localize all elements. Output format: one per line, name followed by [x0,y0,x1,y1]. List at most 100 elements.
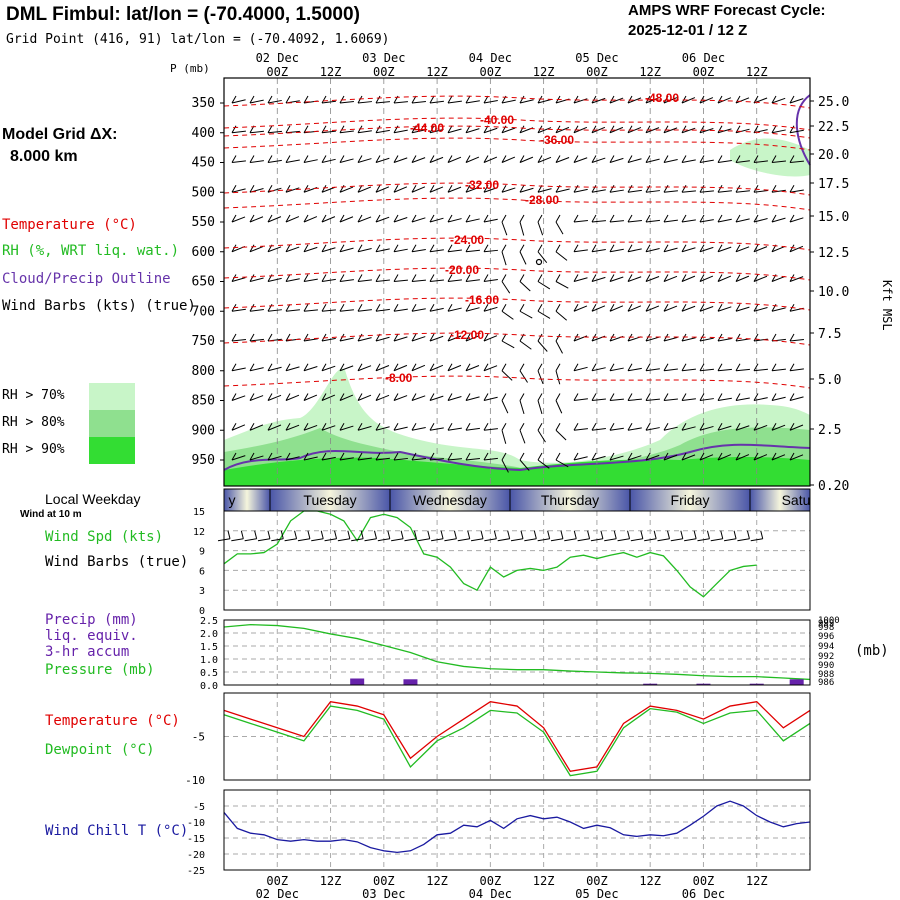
wind-barb-flag [501,185,507,193]
wind-barb-flag [735,274,741,282]
wind-barb [681,97,696,104]
legend-wind: Wind Barbs (kts) (true) [2,298,196,314]
wind-barb [411,157,426,163]
wind-barb [429,156,444,163]
wind-barb-flag [393,304,399,312]
wind-barb [645,427,660,431]
wind-barb [267,99,282,104]
wind-barb [645,454,660,461]
wind-barb [681,454,696,461]
top-time-tick-label: 00Z [693,65,715,79]
wind-barb-flag [447,363,453,371]
wind-barb-flag [537,333,543,342]
wind-barb [465,457,480,461]
wind-barb-flag [465,155,471,163]
wind-barb-flag [753,214,759,223]
wind-barb [321,425,336,431]
wind-barb [285,424,300,431]
wind-barb-flag [591,452,597,461]
wind-barb-flag [753,95,759,104]
kft-label: Kft MSL [880,280,894,331]
wind-barb [339,100,354,104]
wind-barb-flag [627,423,633,431]
pressure-tick-label: 800 [192,364,215,379]
wind-barb-flag [681,244,687,252]
wind-barb-flag [699,452,705,461]
surface-wind-barb-flag [760,530,764,539]
wind-barb [303,246,318,253]
wind-barb [411,336,426,342]
pressure-ytick-label: 988 [818,670,834,680]
pressure-tick-label: 350 [192,96,215,111]
model-grid-label: Model Grid ΔX: [2,126,118,143]
wind-barb-flag [411,185,417,193]
wind-barb [753,246,768,253]
precip-ytick-label: 0.0 [200,681,218,692]
wind-barb-flag [429,125,435,133]
wind-barb-flag [735,244,741,252]
bottom-date-label: 06 Dec [682,887,725,900]
wind-barb [393,457,408,461]
wind-barb-flag [681,95,687,104]
wind-barb [717,368,732,372]
wind-barb-flag [663,423,669,431]
wind-barb-flag [285,452,291,461]
wind-barb [771,189,786,193]
wind-barb [717,454,732,461]
wind-barb [699,190,714,193]
wind-barb-flag [321,452,327,461]
wind-barb [645,336,660,342]
wind-barb-flag [285,95,291,104]
wind-barb-flag [285,274,291,282]
wind-barb [483,218,498,223]
wind-barb [447,279,462,282]
wind-barb [609,427,624,431]
temp-ytick-label: -5 [192,731,205,744]
wind-barb-flag [375,274,381,282]
precip-ytick-label: 0.5 [200,668,218,679]
surface-wind-barb [657,538,670,542]
top-time-tick-label: 00Z [480,65,502,79]
surface-wind-barb-flag [267,530,271,539]
wind-barb-flag [483,274,489,282]
wind-barb-flag [303,125,309,133]
wind-barb [465,427,480,431]
wind-barb-flag [483,363,489,371]
wind-barb-flag [303,393,309,401]
wind-barb [285,309,300,312]
wind-barb [231,367,246,372]
surface-wind-barb [537,538,550,542]
wind-barb [591,427,606,431]
wind-barb-flag [519,452,525,461]
surface-wind-barb [431,538,444,542]
top-time-tick-label: 12Z [320,65,342,79]
wind-barb [699,306,714,312]
wind-barb [249,309,264,312]
wind-barb-flag [573,214,579,223]
wind-barb [573,398,588,401]
wind-barb-flag [447,214,453,223]
wind-barb-flag [393,363,399,371]
wind-barb [231,99,246,104]
wind-barb-flag [267,393,273,401]
wind-barb [717,128,732,134]
wind-barb-flag [789,333,795,342]
wind-barb [645,127,660,134]
wind-at-label: Wind at 10 m [20,509,82,520]
wind-barb [429,307,444,312]
wind-barb [627,220,642,223]
wind-barb [573,220,588,223]
wind-barb-flag [339,333,345,342]
top-date-label: 03 Dec [362,51,405,65]
wind-barb [321,365,336,372]
wind-ytick-label: 9 [199,547,205,558]
wind-barb-flag [483,333,489,342]
wind-barb-flag [267,185,273,193]
temp-contour [223,197,811,211]
wind-barb-flag [735,393,741,401]
wind-barb [375,279,390,282]
wind-barb [447,218,462,223]
wind-barb-flag [483,214,489,223]
top-time-tick-label: 12Z [426,65,448,79]
wind-barb [393,101,408,104]
